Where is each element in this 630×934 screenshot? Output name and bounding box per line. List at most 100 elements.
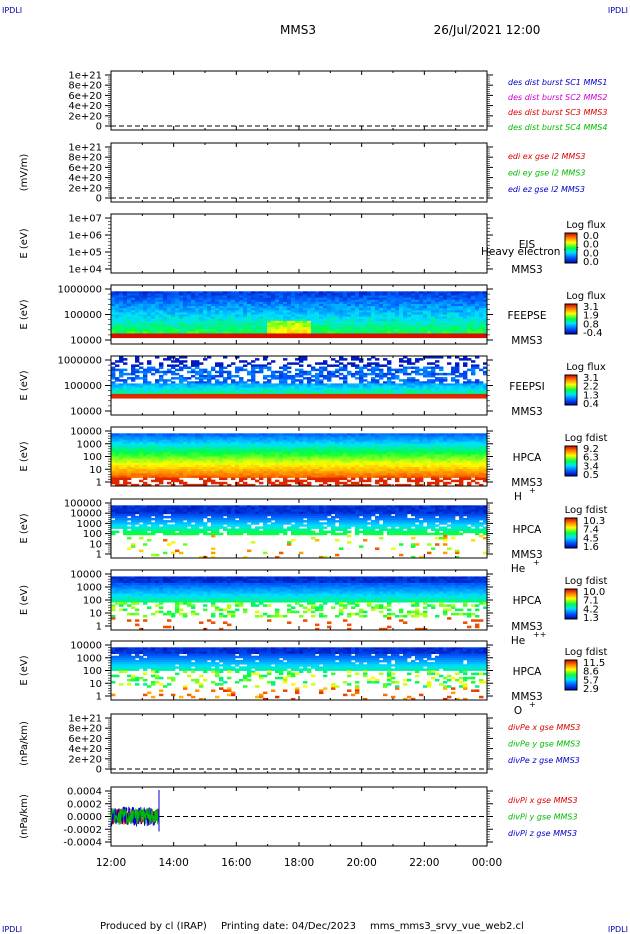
- heatmap-cell: [215, 331, 220, 334]
- heatmap-cell: [123, 308, 128, 311]
- heatmap-cell: [163, 383, 168, 386]
- heatmap-cell: [299, 443, 304, 447]
- heatmap-cell: [411, 391, 416, 395]
- heatmap-cell: [347, 435, 352, 438]
- heatmap-cell: [383, 291, 388, 294]
- heatmap-cell: [175, 291, 180, 294]
- heatmap-cell: [343, 379, 348, 382]
- heatmap-cell: [471, 310, 476, 313]
- heatmap-cell: [199, 368, 204, 372]
- heatmap-cell: [235, 443, 240, 447]
- heatmap-cell: [131, 366, 136, 370]
- heatmap-cell: [111, 316, 116, 320]
- heatmap-cell: [387, 458, 392, 462]
- heatmap-cell: [403, 333, 408, 336]
- heatmap-cell: [343, 312, 348, 315]
- heatmap-cell: [219, 456, 224, 460]
- heatmap-cell: [207, 293, 212, 296]
- heatmap-cell: [379, 435, 384, 438]
- heatmap-cell: [311, 333, 316, 336]
- heatmap-cell: [303, 387, 308, 391]
- heatmap-cell: [363, 303, 368, 307]
- heatmap-cell: [479, 310, 484, 313]
- heatmap-cell: [267, 308, 272, 311]
- heatmap-cell: [339, 477, 344, 481]
- heatmap-cell: [315, 329, 320, 332]
- heatmap-cell: [367, 335, 372, 339]
- heatmap-cell: [187, 320, 192, 324]
- heatmap-cell: [147, 333, 152, 336]
- heatmap-cell: [359, 443, 364, 447]
- heatmap-cell: [119, 443, 124, 447]
- heatmap-cell: [279, 454, 284, 457]
- heatmap-cell: [379, 448, 384, 451]
- heatmap-cell: [119, 314, 124, 318]
- heatmap-cell: [307, 364, 312, 367]
- heatmap-cell: [191, 293, 196, 296]
- heatmap-cell: [347, 479, 352, 483]
- heatmap-cell: [323, 462, 328, 466]
- heatmap-cell: [391, 389, 396, 393]
- heatmap-cell: [119, 385, 124, 389]
- heatmap-cell: [215, 458, 220, 462]
- heatmap-cell: [179, 389, 184, 393]
- heatmap-cell: [283, 385, 288, 389]
- heatmap-cell: [391, 310, 396, 313]
- heatmap-cell: [119, 374, 124, 378]
- heatmap-cell: [303, 327, 308, 330]
- heatmap-cell: [299, 308, 304, 311]
- heatmap-cell: [187, 441, 192, 445]
- heatmap-cell: [323, 464, 328, 468]
- heatmap-cell: [367, 445, 372, 449]
- heatmap-cell: [227, 316, 232, 320]
- heatmap-cell: [159, 460, 164, 464]
- heatmap-cell: [147, 291, 152, 294]
- heatmap-cell: [231, 316, 236, 320]
- heatmap-cell: [419, 303, 424, 307]
- heatmap-cell: [375, 481, 380, 485]
- heatmap-cell: [259, 303, 264, 307]
- heatmap-cell: [211, 437, 216, 441]
- heatmap-cell: [375, 299, 380, 303]
- heatmap-cell: [131, 462, 136, 466]
- heatmap-cell: [143, 381, 148, 384]
- heatmap-cell: [231, 473, 236, 476]
- heatmap-cell: [239, 471, 244, 474]
- heatmap-cell: [119, 320, 124, 324]
- heatmap-cell: [363, 435, 368, 438]
- heatmap-cell: [319, 445, 324, 449]
- heatmap-cell: [227, 448, 232, 451]
- heatmap-cell: [283, 308, 288, 311]
- heatmap-cell: [423, 293, 428, 296]
- heatmap-cell: [379, 477, 384, 481]
- heatmap-cell: [447, 320, 452, 324]
- heatmap-cell: [267, 293, 272, 296]
- heatmap-cell: [111, 325, 116, 328]
- heatmap-cell: [235, 389, 240, 393]
- heatmap-cell: [347, 464, 352, 468]
- heatmap-cell: [231, 295, 236, 299]
- heatmap-cell: [311, 322, 316, 326]
- heatmap-cell: [279, 396, 284, 399]
- heatmap-cell: [159, 452, 164, 455]
- heatmap-cell: [327, 454, 332, 457]
- heatmap-cell: [211, 454, 216, 457]
- heatmap-cell: [311, 303, 316, 307]
- heatmap-cell: [447, 314, 452, 318]
- heatmap-cell: [463, 391, 468, 395]
- heatmap-cell: [259, 477, 264, 481]
- heatmap-cell: [415, 396, 420, 399]
- heatmap-cell: [195, 391, 200, 395]
- heatmap-cell: [455, 310, 460, 313]
- heatmap-cell: [239, 469, 244, 472]
- heatmap-cell: [255, 295, 260, 299]
- heatmap-cell: [159, 433, 164, 436]
- heatmap-cell: [111, 396, 116, 399]
- heatmap-cell: [475, 308, 480, 311]
- heatmap-cell: [267, 396, 272, 399]
- heatmap-cell: [439, 333, 444, 336]
- heatmap-cell: [415, 331, 420, 334]
- heatmap-cell: [259, 460, 264, 464]
- heatmap-cell: [311, 469, 316, 472]
- heatmap-cell: [331, 325, 336, 328]
